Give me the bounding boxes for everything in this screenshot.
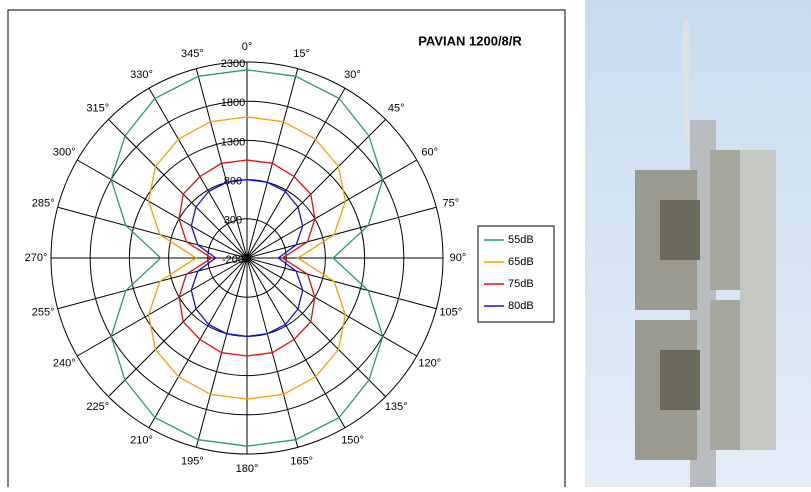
angle-label: 105° — [439, 307, 462, 319]
angle-label: 45° — [388, 103, 405, 115]
angle-label: 240° — [53, 357, 76, 369]
angle-label: 180° — [236, 463, 259, 475]
photo — [585, 0, 811, 487]
r-tick-label: 1300 — [221, 136, 245, 148]
r-tick-label: 800 — [224, 176, 242, 188]
angle-label: 90° — [450, 252, 467, 264]
angle-label: 195° — [181, 456, 204, 468]
angle-label: 30° — [344, 69, 361, 81]
angle-label: 75° — [442, 197, 459, 209]
angle-label: 225° — [86, 401, 109, 413]
angle-label: 120° — [418, 357, 441, 369]
angle-label: 270° — [25, 252, 48, 264]
angle-label: 210° — [130, 435, 153, 447]
angle-label: 315° — [86, 103, 109, 115]
legend-label: 55dB — [508, 234, 534, 246]
r-tick-label: 1800 — [221, 97, 245, 109]
angle-label: 255° — [32, 307, 55, 319]
angle-label: 330° — [130, 69, 153, 81]
angle-label: 135° — [385, 401, 408, 413]
r-tick-label: 300 — [224, 215, 242, 227]
angle-label: 345° — [181, 48, 204, 60]
angle-label: 60° — [421, 146, 438, 158]
angle-label: 150° — [341, 435, 364, 447]
screenshot: PAVIAN 1200/8/R -200 300 800 1300 1800 2300 0°… — [0, 0, 811, 487]
legend-label: 80dB — [508, 300, 534, 312]
legend-label: 75dB — [508, 278, 534, 290]
r-tick-label: 2300 — [221, 58, 245, 70]
legend-label: 65dB — [508, 256, 534, 268]
angle-label: 15° — [293, 48, 310, 60]
chart-title: PAVIAN 1200/8/R — [418, 33, 522, 48]
angle-label: 285° — [32, 197, 55, 209]
r-tick-label: -200 — [222, 254, 244, 266]
angle-label: 165° — [290, 456, 313, 468]
angle-label: 300° — [53, 146, 76, 158]
angle-label: 0° — [242, 41, 253, 53]
